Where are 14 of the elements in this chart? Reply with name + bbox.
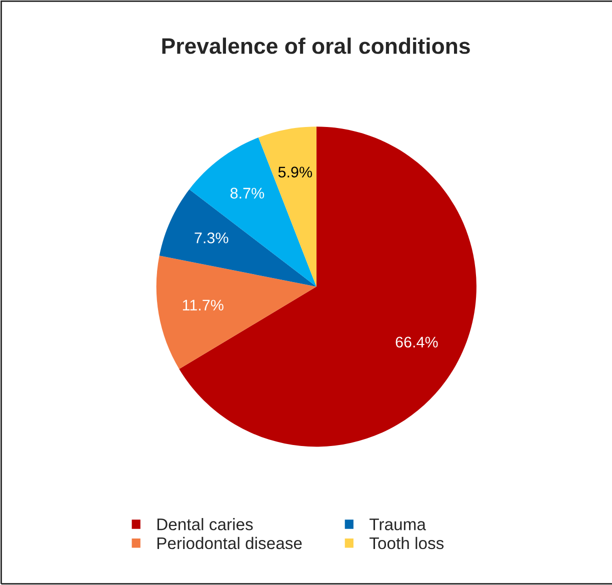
data-label: 7.3% bbox=[194, 232, 228, 244]
pie-slice bbox=[159, 189, 316, 287]
pie-slice bbox=[156, 256, 316, 369]
data-label: 8.7% bbox=[230, 188, 264, 199]
data-label: 5.9% bbox=[278, 166, 312, 178]
pie-slice bbox=[189, 137, 316, 287]
chart-title: Prevalence of oral conditions bbox=[162, 38, 470, 54]
legend-label: Trauma bbox=[370, 518, 426, 530]
legend-label: Dental caries bbox=[157, 518, 253, 530]
data-label: 11.7% bbox=[182, 300, 224, 311]
pie-slice bbox=[179, 126, 476, 447]
data-label: 66.4% bbox=[396, 336, 438, 348]
legend-label: Tooth loss bbox=[370, 536, 444, 550]
legend-label: Periodontal disease bbox=[157, 536, 302, 550]
